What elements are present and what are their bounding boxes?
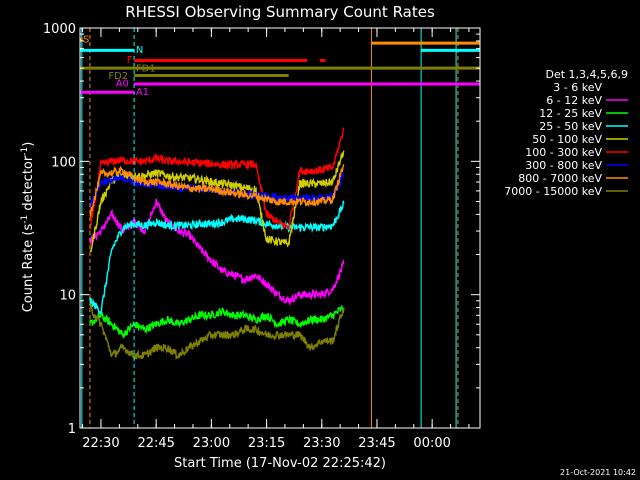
- series-layer: [89, 126, 345, 361]
- state-label-fd1: FD1: [136, 64, 156, 75]
- legend-label: 50 - 100 keV: [532, 133, 602, 146]
- chart-title: RHESSI Observing Summary Count Rates: [125, 3, 435, 21]
- state-label-s: S: [83, 34, 89, 45]
- state-label-f: F: [127, 55, 133, 66]
- series-line-9: [89, 303, 345, 361]
- x-tick-label: 23:00: [193, 436, 230, 451]
- legend-title: Det 1,3,4,5,6,9: [545, 68, 628, 81]
- state-label-fd2: FD2: [108, 71, 128, 82]
- legend-label: 7000 - 15000 keV: [504, 185, 602, 198]
- series-line-3: [89, 304, 345, 339]
- legend-label: 3 - 6 keV: [553, 81, 602, 94]
- legend-label: 6 - 12 keV: [546, 94, 602, 107]
- state-label-a1: A1: [136, 87, 149, 98]
- x-tick-label: 23:15: [248, 436, 285, 451]
- footer-date: 21-Oct-2021 10:42: [560, 468, 636, 477]
- y-tick-label: 1: [68, 422, 76, 437]
- legend-label: 25 - 50 keV: [539, 120, 602, 133]
- legend-label: 12 - 25 keV: [539, 107, 602, 120]
- x-axis-label: Start Time (17-Nov-02 22:25:42): [174, 456, 386, 471]
- state-label-a0: A0: [116, 78, 129, 89]
- x-tick-label: 23:45: [358, 436, 395, 451]
- x-tick-label: 22:30: [82, 436, 119, 451]
- y-tick-label: 100: [51, 155, 76, 170]
- x-tick-label: 22:45: [137, 436, 174, 451]
- y-axis-label: Count Rate (s-1 detector-1): [20, 142, 36, 313]
- plot-frame: [79, 27, 481, 429]
- y-tick-label: 1000: [43, 22, 76, 37]
- legend-label: 800 - 7000 keV: [518, 172, 602, 185]
- state-label-n: N: [136, 45, 143, 56]
- series-line-1: [144, 153, 345, 274]
- y-tick-label: 10: [59, 289, 76, 304]
- x-tick-label: 23:30: [303, 436, 340, 451]
- x-tick-label: 00:00: [413, 436, 450, 451]
- axes-layer: 1 10 100 1000 22:30 22:45 23:00 23:15 23:30 23:45…: [43, 22, 481, 451]
- series-line-2: [89, 198, 345, 307]
- legend-label: 300 - 800 keV: [525, 159, 602, 172]
- series-line-6: [89, 126, 345, 231]
- marker-layer: [81, 28, 459, 428]
- legend-label: 100 - 300 keV: [525, 146, 602, 159]
- series-line-8: [89, 164, 345, 218]
- series-line-4: [89, 200, 345, 314]
